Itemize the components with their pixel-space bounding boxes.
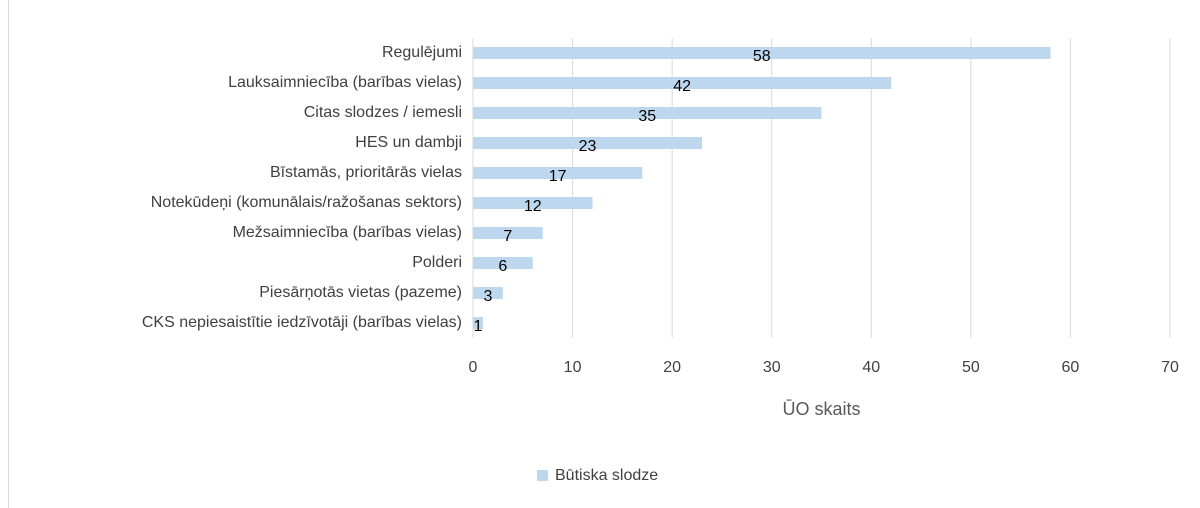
y-tick-label: Lauksaimniecība (barības vielas) (228, 74, 462, 91)
bar (473, 137, 703, 149)
x-tick-label: 20 (663, 359, 681, 376)
legend-label: Būtiska slodze (555, 467, 658, 484)
legend-swatch (537, 470, 548, 481)
bar (473, 167, 643, 179)
data-label: 58 (753, 48, 771, 65)
data-label: 17 (549, 168, 567, 185)
x-tick-label: 60 (1062, 359, 1080, 376)
y-tick-label: CKS nepiesaistītie iedzīvotāji (barības … (142, 314, 462, 331)
y-tick-label: Citas slodzes / iemesli (304, 104, 462, 121)
y-tick-label: Mežsaimniecība (barības vielas) (233, 224, 462, 241)
y-tick-label: HES un dambji (355, 134, 462, 151)
x-tick-label: 50 (962, 359, 980, 376)
data-label: 1 (474, 318, 483, 335)
x-axis-title: ŪO skaits (782, 399, 860, 419)
x-tick-label: 0 (469, 359, 478, 376)
y-tick-label: Piesārņotās vietas (pazeme) (259, 284, 462, 301)
bar (473, 107, 822, 119)
x-tick-label: 10 (564, 359, 582, 376)
data-label: 7 (503, 228, 512, 245)
x-tick-label: 70 (1161, 359, 1179, 376)
x-tick-label: 30 (763, 359, 781, 376)
data-label: 35 (638, 108, 656, 125)
x-tick-label: 40 (862, 359, 880, 376)
data-label: 23 (579, 138, 597, 155)
y-tick-label: Bīstamās, prioritārās vielas (270, 164, 462, 181)
data-label: 42 (673, 78, 691, 95)
bar (473, 197, 593, 209)
y-tick-label: Regulējumi (382, 44, 462, 61)
data-label: 3 (483, 288, 492, 305)
bar (473, 257, 533, 269)
bar (473, 317, 483, 329)
bar (473, 227, 543, 239)
data-label: 12 (524, 198, 542, 215)
bar (473, 47, 1051, 59)
data-label: 6 (498, 258, 507, 275)
bar (473, 287, 503, 299)
y-tick-label: Notekūdeņi (komunālais/ražošanas sektors… (151, 194, 462, 211)
y-tick-label: Polderi (412, 254, 462, 271)
bar (473, 77, 892, 89)
